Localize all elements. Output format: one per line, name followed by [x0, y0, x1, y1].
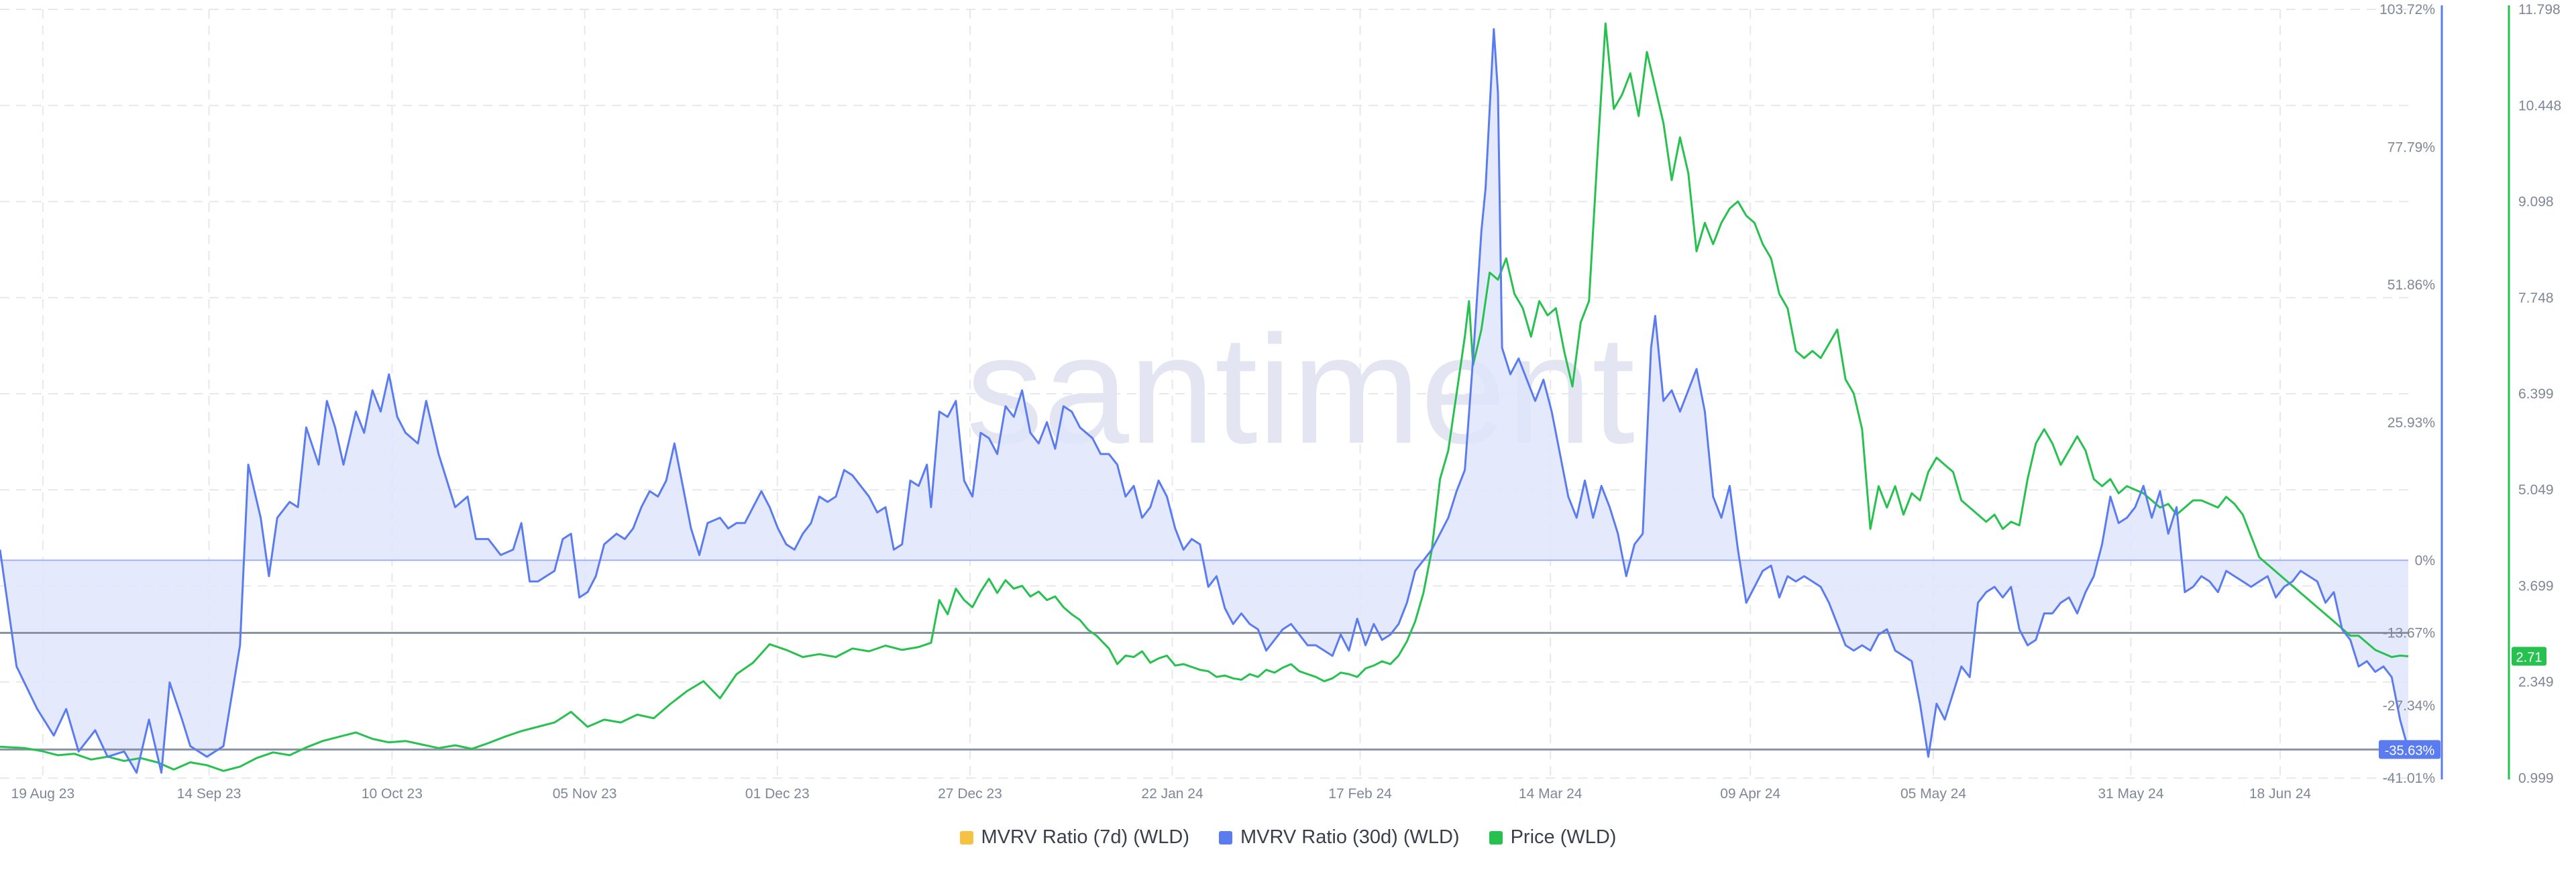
mvrv-tick-label: 25.93% — [2387, 415, 2435, 431]
legend-swatch-mvrv-30d — [1218, 830, 1232, 844]
x-tick-label: 18 Jun 24 — [2249, 786, 2312, 802]
price-tick-label: 6.399 — [2518, 386, 2554, 402]
mvrv-tick-label: -27.34% — [2383, 698, 2435, 714]
price-tick-label: 11.798 — [2518, 2, 2561, 17]
mvrv-tick-label: 51.86% — [2387, 278, 2435, 293]
x-tick-label: 14 Sep 23 — [177, 786, 241, 802]
price-line[interactable] — [0, 22, 2409, 772]
price-tick-label: 2.349 — [2518, 675, 2554, 690]
legend-item-mvrv-7d[interactable]: MVRV Ratio (7d) (WLD) — [959, 826, 1189, 849]
legend-item-price[interactable]: Price (WLD) — [1489, 826, 1617, 849]
mvrv-tick-label: 103.72% — [2379, 2, 2435, 17]
mvrv-tick-label: -13.67% — [2383, 626, 2435, 641]
legend-swatch-mvrv-7d — [959, 830, 973, 844]
x-tick-label: 09 Apr 24 — [1720, 786, 1780, 802]
mvrv-30d-line[interactable] — [0, 28, 2410, 774]
chart-legend: MVRV Ratio (7d) (WLD) MVRV Ratio (30d) (… — [0, 826, 2576, 849]
mvrv-tick-label: 77.79% — [2387, 140, 2435, 155]
mvrv-tick-label: -41.01% — [2383, 771, 2435, 786]
x-tick-label: 01 Dec 23 — [745, 786, 810, 802]
series-layer — [0, 22, 2410, 774]
price-tick-label: 9.098 — [2518, 195, 2554, 210]
x-tick-label: 22 Jan 24 — [1141, 786, 1203, 802]
x-tick-label: 14 Mar 24 — [1519, 786, 1582, 802]
price-tick-label: 7.748 — [2518, 290, 2554, 306]
price-tick-label: 5.049 — [2518, 482, 2554, 498]
legend-label-mvrv-30d: MVRV Ratio (30d) (WLD) — [1240, 826, 1460, 848]
x-tick-label: 19 Aug 23 — [11, 786, 75, 802]
x-tick-label: 17 Feb 24 — [1328, 786, 1392, 802]
price-current-value: 2.71 — [2516, 650, 2542, 665]
mvrv-current-value: -35.63% — [2385, 743, 2435, 758]
legend-item-mvrv-30d[interactable]: MVRV Ratio (30d) (WLD) — [1218, 826, 1460, 849]
x-tick-label: 31 May 24 — [2098, 786, 2163, 802]
legend-label-price: Price (WLD) — [1510, 826, 1617, 848]
x-tick-label: 27 Dec 23 — [938, 786, 1002, 802]
mvrv-tick-label: 0% — [2415, 553, 2435, 568]
axis-layer: 103.72% 77.79% 51.86% 25.93% 0% -13.67% -27.34… — [11, 2, 2562, 802]
x-tick-label: 05 Nov 23 — [553, 786, 617, 802]
price-tick-label: 0.999 — [2518, 771, 2554, 786]
price-current-badge — [2512, 647, 2546, 666]
price-tick-label: 10.448 — [2518, 98, 2561, 113]
x-tick-label: 05 May 24 — [1900, 786, 1966, 802]
price-tick-label: 3.699 — [2518, 578, 2554, 594]
legend-label-mvrv-7d: MVRV Ratio (7d) (WLD) — [981, 826, 1189, 848]
legend-swatch-price — [1489, 830, 1503, 844]
x-tick-label: 10 Oct 23 — [362, 786, 423, 802]
reference-lines — [0, 559, 2408, 751]
mvrv-current-badge — [2379, 740, 2440, 759]
